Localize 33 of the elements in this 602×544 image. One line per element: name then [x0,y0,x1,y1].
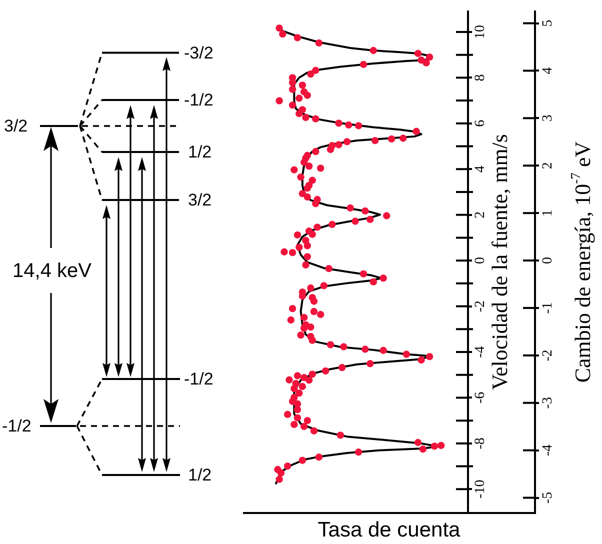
y2-tick-label: -3 [540,397,556,409]
y2-tick-label: 2 [540,162,556,170]
y2-tick-label: 5 [540,20,556,27]
y-tick-label: 6 [473,120,488,127]
x-axis-title: Tasa de cuenta [318,518,460,542]
y-tick-label: 0 [473,257,488,264]
y-tick-label: -8 [473,438,488,450]
y-tick-label: 2 [473,211,488,218]
y-tick-label: -4 [473,346,488,358]
text: -1/2 [2,416,32,436]
text: 1/2 [188,142,212,162]
y-tick-label: 4 [473,166,488,173]
text: -1/2 [184,370,214,388]
y-tick-label: -2 [473,300,488,312]
y-tick-label: -10 [473,480,488,498]
y2-tick-label: -5 [540,492,556,504]
text: 14,4 keV [12,260,92,282]
text: -3/2 [184,44,214,62]
text: 3/2 [4,116,28,136]
text: 1/2 [188,466,212,484]
y2-tick-label: 0 [540,257,556,264]
y2-tick-label: 4 [540,67,556,74]
y2-tick-label: -2 [540,350,556,362]
text: 3/2 [188,190,212,210]
y-tick-label: 8 [473,74,488,82]
y-tick-label: -6 [473,392,488,404]
y2-tick-label: -1 [540,302,556,314]
y-axis-title: Velocidad de la fuente, mm/s [487,134,512,390]
text: -1/2 [184,90,214,110]
y2-tick-label: 1 [540,210,556,217]
y-tick-label: 10 [473,24,488,39]
y2-tick-label: -4 [540,444,556,456]
y2-tick-label: 3 [540,114,556,122]
